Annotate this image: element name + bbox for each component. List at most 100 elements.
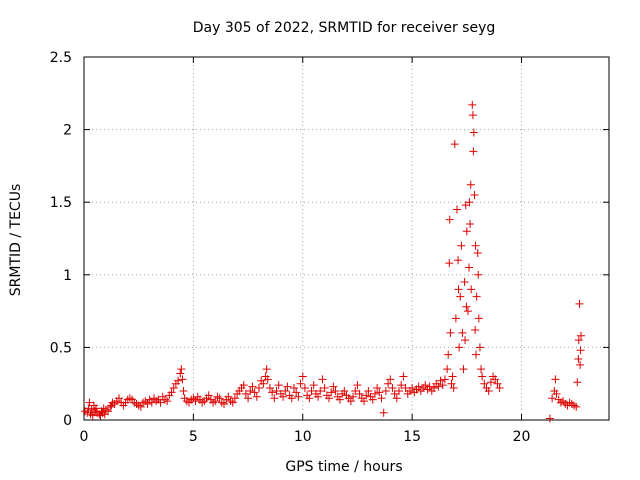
data-point xyxy=(466,180,475,189)
data-point xyxy=(167,388,176,397)
data-point xyxy=(445,259,454,268)
data-point xyxy=(220,400,228,409)
data-point xyxy=(125,394,134,403)
data-point xyxy=(177,365,186,374)
tick-labels: 0 5 10 15 20 0 0.5 1 1.5 2 2.5 xyxy=(50,50,531,445)
data-point xyxy=(287,394,296,403)
data-point xyxy=(252,392,261,401)
data-point xyxy=(360,397,368,406)
data-point xyxy=(362,391,371,400)
data-point xyxy=(471,325,480,334)
data-point xyxy=(493,379,502,388)
data-point xyxy=(314,392,323,401)
data-point xyxy=(445,215,454,224)
data-point xyxy=(446,328,455,337)
data-point xyxy=(368,395,377,404)
data-point xyxy=(572,402,581,411)
data-point xyxy=(246,386,255,395)
data-point xyxy=(425,382,434,391)
data-point xyxy=(455,343,464,352)
data-point xyxy=(346,397,355,406)
data-point xyxy=(548,394,557,403)
data-point xyxy=(477,365,486,374)
data-point xyxy=(318,375,327,384)
data-point xyxy=(115,394,123,403)
data-point xyxy=(298,372,307,381)
data-point xyxy=(468,100,477,109)
data-point xyxy=(397,381,406,390)
data-point xyxy=(573,378,582,387)
data-point xyxy=(248,382,257,391)
data-point xyxy=(224,392,233,401)
data-point xyxy=(373,384,382,393)
data-point xyxy=(136,402,145,411)
data-point xyxy=(472,350,480,359)
data-point xyxy=(491,375,500,384)
data-point xyxy=(340,386,349,395)
y-tick-label: 2.5 xyxy=(50,50,72,66)
data-point xyxy=(349,392,358,401)
data-point xyxy=(408,384,417,393)
plot-frame xyxy=(83,56,610,421)
data-point xyxy=(438,381,447,390)
data-point xyxy=(283,382,292,391)
data-point xyxy=(163,397,172,406)
data-point xyxy=(84,404,93,413)
data-point xyxy=(104,407,113,416)
data-point xyxy=(268,388,277,397)
data-point xyxy=(447,379,456,388)
data-point xyxy=(472,292,481,301)
data-point xyxy=(272,386,281,395)
data-point xyxy=(300,384,309,393)
data-point xyxy=(461,336,470,345)
data-point xyxy=(474,314,483,323)
data-point xyxy=(421,381,430,390)
data-point xyxy=(176,369,185,378)
data-point xyxy=(244,394,253,403)
data-point xyxy=(495,384,504,393)
data-point xyxy=(106,402,115,411)
data-point xyxy=(296,379,305,388)
data-point xyxy=(460,278,469,287)
data-point xyxy=(191,397,200,406)
data-point xyxy=(294,392,303,401)
data-point xyxy=(375,388,384,397)
data-point xyxy=(156,398,165,407)
data-point xyxy=(87,405,96,414)
x-tick-label: 5 xyxy=(189,429,198,445)
data-point xyxy=(370,389,379,398)
data-point xyxy=(440,375,449,384)
data-point xyxy=(309,381,318,390)
data-point xyxy=(353,381,362,390)
data-point xyxy=(395,386,403,395)
data-point xyxy=(169,384,178,393)
data-point xyxy=(576,346,585,355)
data-point xyxy=(463,307,472,316)
data-point xyxy=(320,384,329,393)
data-point xyxy=(329,382,338,391)
data-point xyxy=(474,270,483,279)
y-tick-label: 2 xyxy=(63,123,72,139)
y-tick-label: 0.5 xyxy=(50,340,72,356)
data-point xyxy=(471,241,480,250)
data-point xyxy=(262,365,271,374)
data-point xyxy=(574,355,583,364)
gridlines xyxy=(84,57,609,420)
data-point xyxy=(386,375,395,384)
data-point xyxy=(215,394,224,403)
data-point xyxy=(462,302,471,311)
data-point xyxy=(450,140,459,149)
data-point xyxy=(174,376,183,385)
data-point xyxy=(466,219,475,228)
data-point xyxy=(451,314,460,323)
data-point xyxy=(379,408,388,417)
data-point xyxy=(143,400,152,409)
axis-ticks xyxy=(83,56,609,421)
data-point xyxy=(552,389,561,398)
data-point xyxy=(436,376,445,385)
data-point xyxy=(292,388,301,397)
data-point xyxy=(255,384,263,393)
data-point xyxy=(486,378,495,387)
data-point xyxy=(241,389,250,398)
